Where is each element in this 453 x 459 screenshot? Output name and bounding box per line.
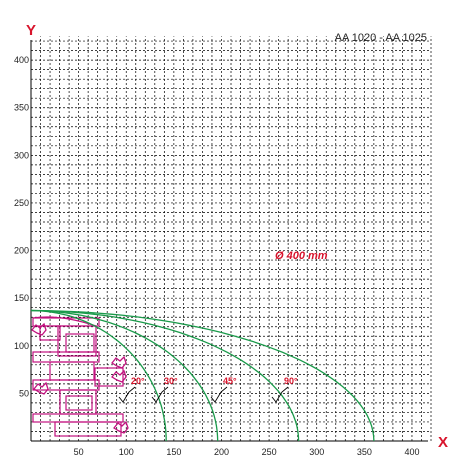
profile-section bbox=[31, 316, 129, 437]
x-axis-label: X bbox=[438, 434, 448, 451]
chart-title: AA 1020 - AA 1025 bbox=[335, 32, 427, 44]
y-tick-label: 100 bbox=[14, 341, 29, 351]
x-tick-label: 400 bbox=[404, 447, 419, 457]
gasket-shape bbox=[33, 381, 49, 395]
gasket-shape bbox=[111, 369, 127, 383]
gasket-shape bbox=[31, 322, 47, 336]
y-tick-label: 150 bbox=[14, 293, 29, 303]
y-tick-label: 300 bbox=[14, 150, 29, 160]
x-tick-label: 50 bbox=[74, 447, 84, 457]
profile-shape bbox=[32, 379, 100, 391]
axes bbox=[30, 40, 428, 442]
bending-arc bbox=[30, 309, 219, 442]
tick-labels: 50 100 150 200 250 300 350 400 50 100 150 200 250 300… bbox=[14, 55, 420, 457]
angle-leader bbox=[210, 386, 228, 403]
angle-label: 90° bbox=[284, 376, 298, 386]
angle-label: 30° bbox=[164, 376, 178, 386]
diameter-label: Ø 400 mm bbox=[275, 250, 328, 262]
grid bbox=[31, 36, 432, 441]
gasket-shape bbox=[113, 420, 129, 434]
profile-shape bbox=[32, 351, 100, 363]
profile-shape bbox=[65, 333, 95, 353]
x-tick-label: 200 bbox=[214, 447, 229, 457]
y-tick-label: 400 bbox=[14, 55, 29, 65]
x-tick-label: 150 bbox=[166, 447, 181, 457]
y-tick-label: 350 bbox=[14, 103, 29, 113]
profile-shape bbox=[54, 421, 122, 437]
x-tick-label: 100 bbox=[119, 447, 134, 457]
bending-arc bbox=[30, 309, 375, 442]
angle-label: 20° bbox=[131, 376, 145, 386]
angle-leader bbox=[151, 386, 169, 403]
x-tick-label: 350 bbox=[357, 447, 372, 457]
y-tick-label: 200 bbox=[14, 246, 29, 256]
angle-leader bbox=[271, 386, 289, 403]
profile-shape bbox=[94, 367, 124, 387]
bending-arc bbox=[30, 309, 167, 442]
y-axis-label: Y bbox=[26, 22, 36, 39]
x-tick-label: 300 bbox=[309, 447, 324, 457]
angle-labels: 20° 30° 45° 90° bbox=[118, 376, 298, 403]
bending-arc bbox=[30, 309, 300, 442]
y-tick-label: 50 bbox=[19, 388, 29, 398]
profile-shape bbox=[57, 325, 97, 357]
bending-arcs bbox=[30, 309, 375, 442]
gasket-shape bbox=[111, 355, 127, 369]
profile-shape bbox=[32, 413, 124, 423]
profile-shape bbox=[65, 395, 93, 411]
y-tick-label: 250 bbox=[14, 198, 29, 208]
angle-leader bbox=[118, 386, 136, 403]
angle-label: 45° bbox=[223, 376, 237, 386]
x-tick-label: 250 bbox=[262, 447, 277, 457]
profile-shape bbox=[39, 325, 61, 341]
